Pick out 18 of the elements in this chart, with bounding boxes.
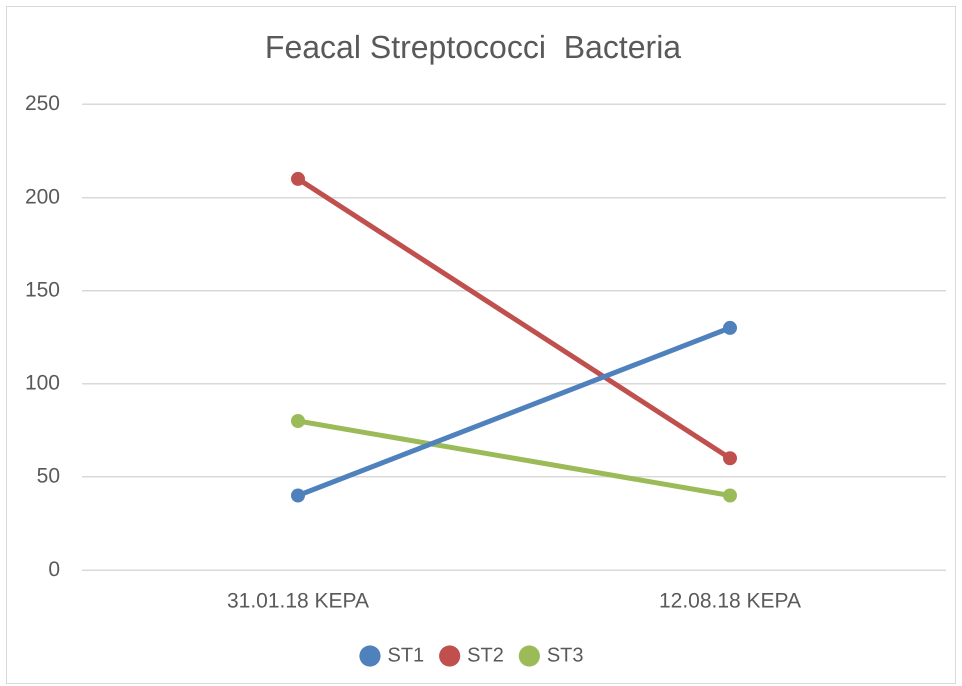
x-tick-label: 12.08.18 KEPA (658, 589, 802, 612)
y-tick-label: 150 (24, 278, 60, 302)
y-tick-label: 0 (48, 558, 60, 581)
legend-label: ST1 (387, 644, 424, 667)
legend-label: ST2 (467, 644, 504, 667)
point (723, 488, 737, 503)
point (723, 320, 737, 335)
chart-title: Feacal Streptococci Bacteria (264, 29, 682, 66)
y-tick-label: 100 (24, 372, 60, 395)
point (291, 172, 305, 186)
legend-label: ST3 (546, 644, 584, 667)
y-tick-label: 250 (24, 92, 60, 116)
point (291, 488, 305, 503)
point (291, 414, 305, 428)
x-tick-label: 31.01.18 KEPA (226, 589, 370, 612)
y-tick-label: 50 (36, 464, 60, 488)
point (723, 451, 737, 466)
y-tick-label: 200 (24, 185, 60, 208)
